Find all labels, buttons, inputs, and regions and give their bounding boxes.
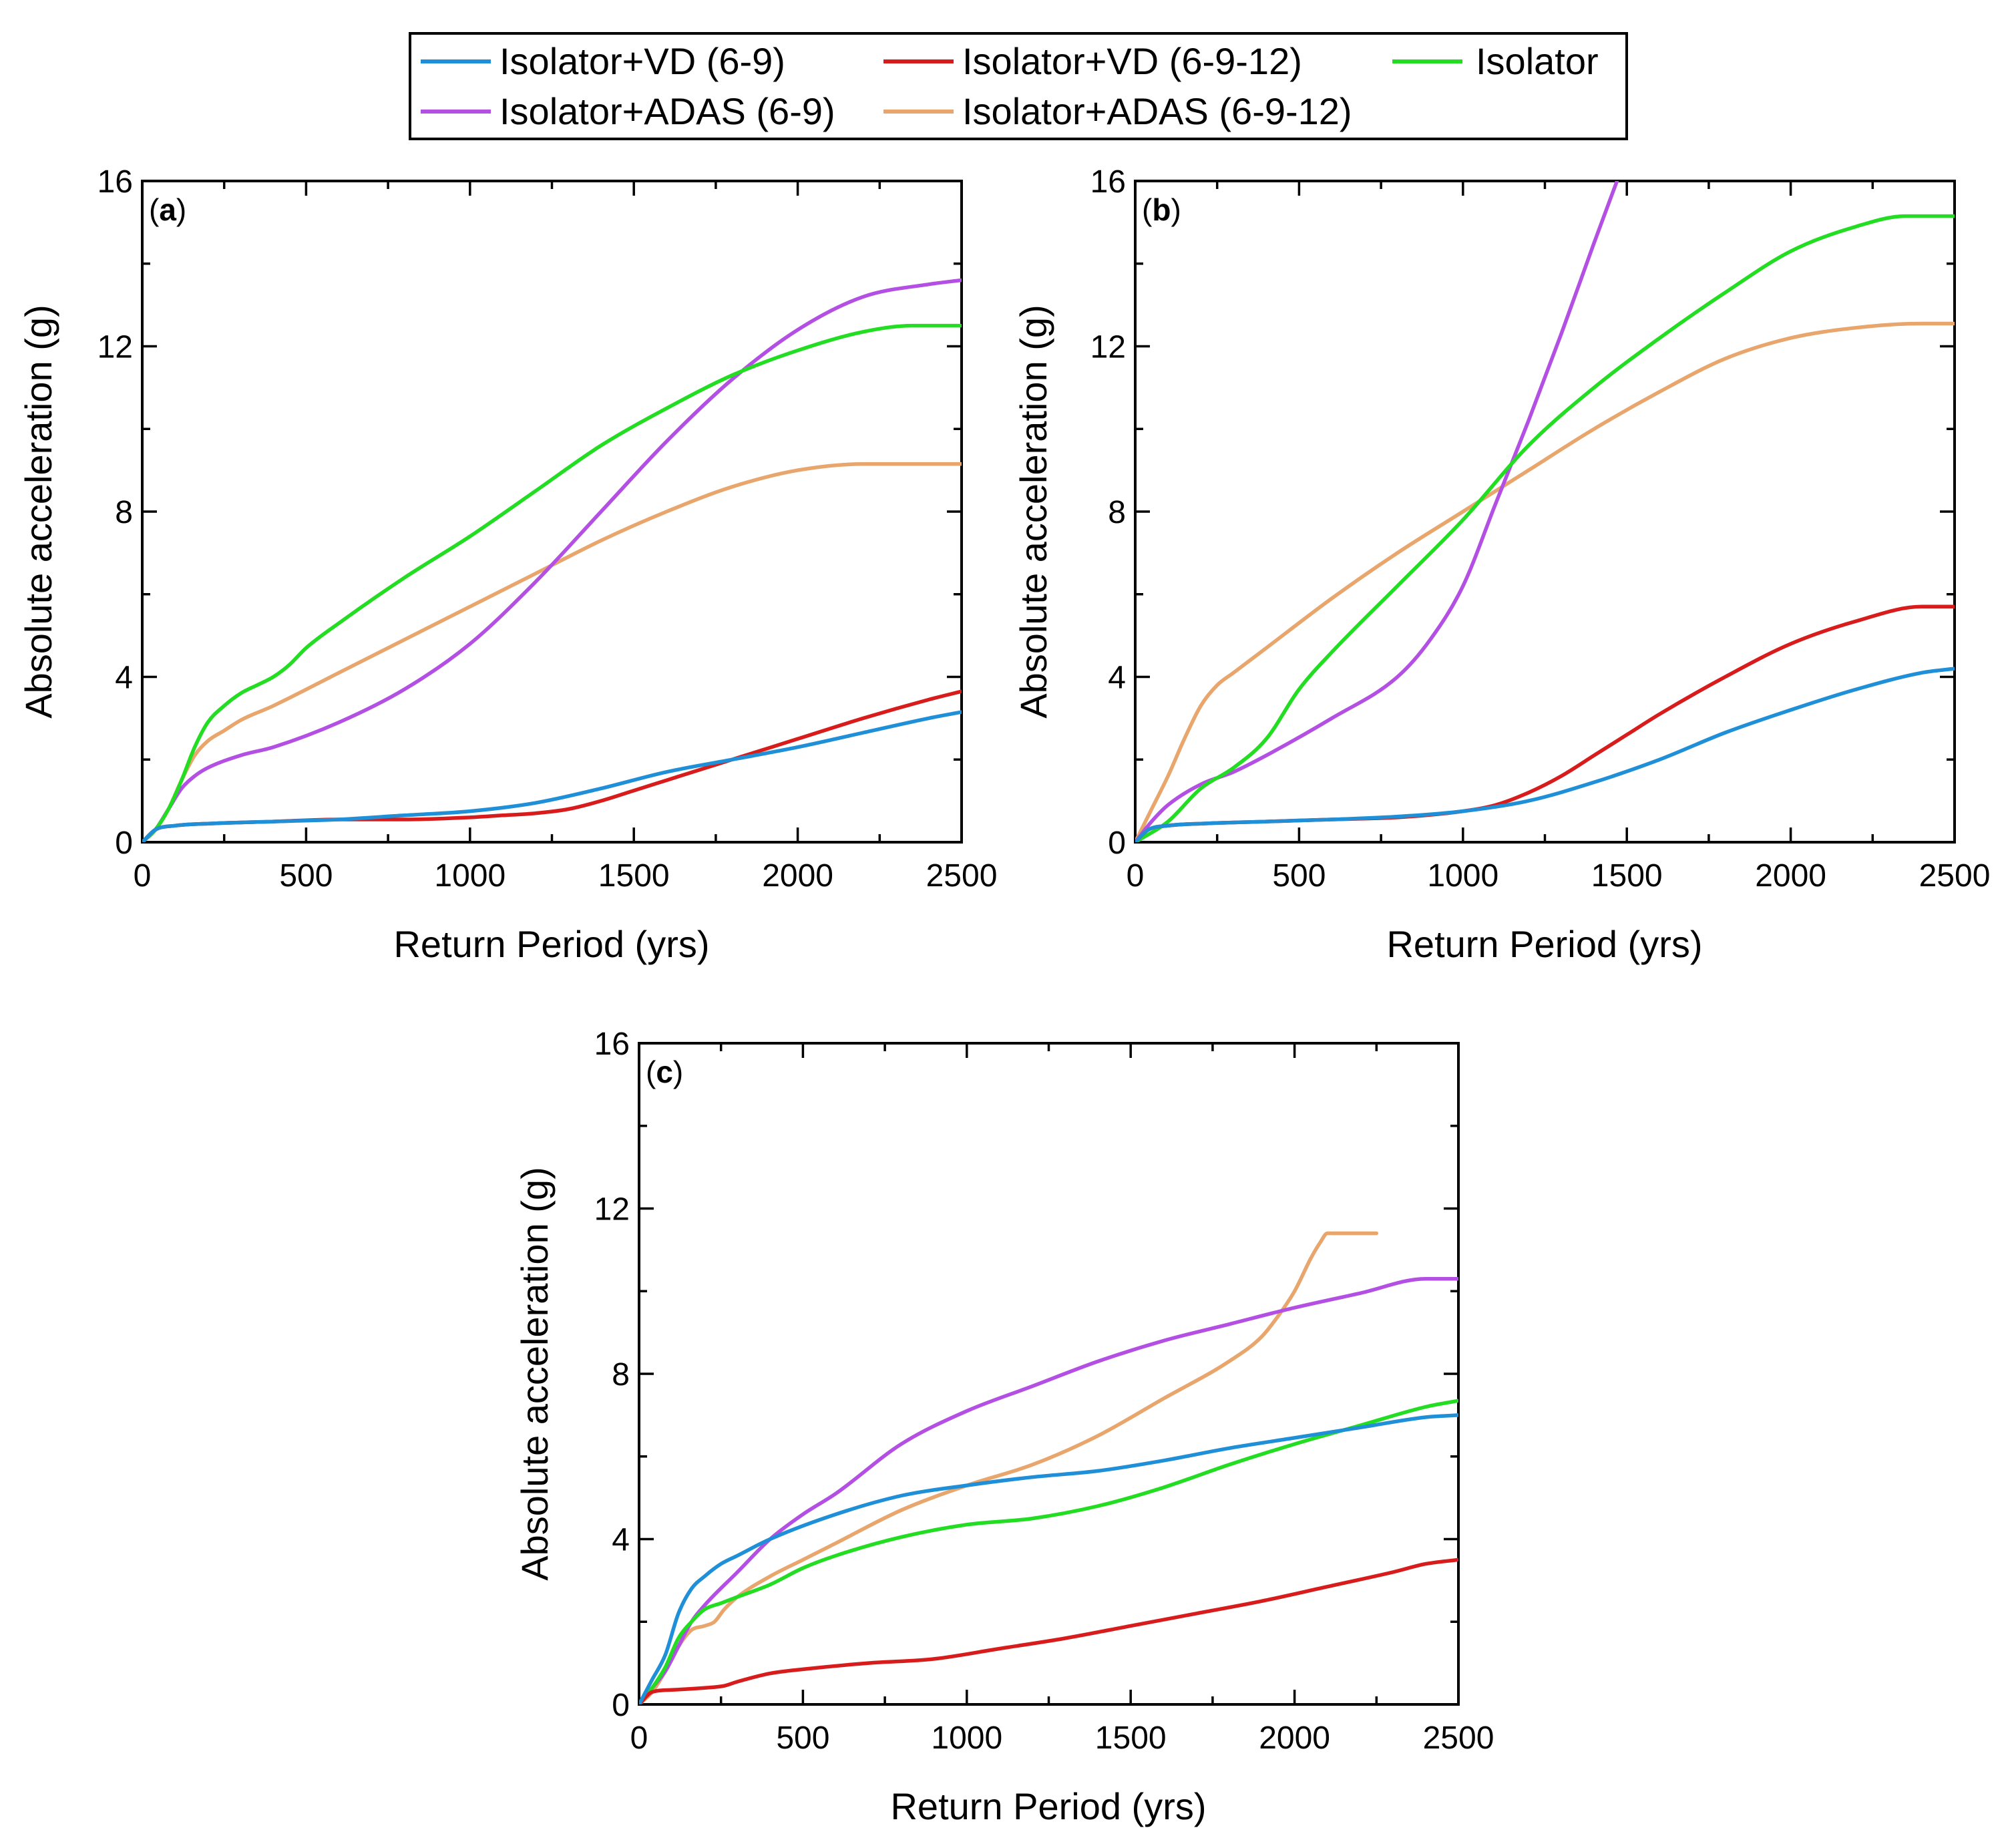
y-tick-label-a: 8 (115, 495, 133, 530)
plot-frame-c (638, 1042, 1460, 1706)
legend: Isolator+VD (6-9) Isolator+VD (6-9-12) I… (409, 32, 1628, 140)
y-tick-label-b: 4 (1108, 661, 1126, 696)
series-line-vd6912-c (639, 1557, 1458, 1704)
x-tick-label-b: 2500 (1919, 858, 1991, 894)
legend-entry-vd6912: Isolator+VD (6-9-12) (883, 40, 1302, 82)
series-line-iso-b (1135, 214, 1955, 842)
series-line-vd69-c (639, 1413, 1458, 1704)
y-tick-label-c: 12 (594, 1192, 630, 1228)
y-tick-label-c: 8 (612, 1357, 630, 1393)
x-axis-title-a: Return Period (yrs) (393, 923, 709, 965)
y-tick-label-b: 8 (1108, 495, 1126, 530)
x-tick-label-c: 500 (776, 1720, 829, 1756)
plot-frame-a (141, 180, 963, 844)
series-line-adas69-b (1135, 181, 1619, 842)
ticks-a: 0 500 1000 1500 2000 2500 0 4 8 12 16 (97, 164, 998, 894)
series-line-adas69-a (142, 278, 962, 842)
x-tick-label-c: 2500 (1423, 1720, 1494, 1756)
series-line-adas6912-b (1135, 321, 1955, 842)
legend-label-adas69: Isolator+ADAS (6-9) (499, 90, 835, 132)
x-tick-label-c: 2000 (1259, 1720, 1330, 1756)
legend-entry-adas69: Isolator+ADAS (6-9) (421, 90, 835, 132)
series-b (1135, 181, 1955, 842)
x-tick-label-c: 1000 (931, 1720, 1002, 1756)
x-tick-label-c: 0 (630, 1720, 648, 1756)
x-tick-label-a: 0 (134, 858, 152, 894)
panel-letter-b: b (1152, 192, 1171, 227)
x-tick-label-b: 1500 (1591, 858, 1663, 894)
y-tick-label-c: 16 (594, 1027, 630, 1062)
panel-c: 0 500 1000 1500 2000 2500 0 4 8 12 16 (c) Return P… (514, 1027, 1494, 1827)
x-tick-label-b: 0 (1127, 858, 1145, 894)
y-axis-title-c: Absolute acceleration (g) (514, 1167, 556, 1580)
series-line-vd69-a (142, 710, 962, 842)
series-line-iso-c (639, 1399, 1458, 1704)
y-tick-label-b: 16 (1090, 164, 1126, 200)
y-tick-label-a: 12 (97, 330, 133, 365)
panel-label-a: (a) (149, 192, 186, 227)
panel-b: 0 500 1000 1500 2000 2500 0 4 8 12 16 (b) Return P… (1012, 164, 1990, 965)
x-tick-label-c: 1500 (1095, 1720, 1167, 1756)
series-line-vd6912-a (142, 689, 962, 842)
x-tick-label-a: 2500 (926, 858, 998, 894)
x-tick-label-a: 1500 (598, 858, 670, 894)
y-tick-label-a: 0 (115, 825, 133, 861)
x-axis-title-c: Return Period (yrs) (890, 1785, 1206, 1827)
y-tick-label-b: 12 (1090, 330, 1126, 365)
panel-label-b: (b) (1142, 192, 1181, 227)
ticks-c: 0 500 1000 1500 2000 2500 0 4 8 12 16 (594, 1027, 1494, 1756)
legend-label-iso: Isolator (1476, 40, 1599, 82)
series-c (639, 1231, 1458, 1704)
legend-label-vd69: Isolator+VD (6-9) (499, 40, 785, 82)
x-tick-label-a: 2000 (762, 858, 833, 894)
series-line-adas6912-a (142, 462, 962, 842)
panel-a: 0 500 1000 1500 2000 2500 0 4 8 12 16 (a) Return P… (17, 164, 997, 965)
series-line-adas6912-c (639, 1231, 1379, 1704)
y-tick-label-c: 0 (612, 1688, 630, 1723)
panel-letter-c: c (656, 1055, 673, 1089)
plot-frame-b (1134, 180, 1956, 844)
x-tick-label-a: 500 (279, 858, 333, 894)
y-tick-label-c: 4 (612, 1523, 630, 1558)
legend-entry-vd69: Isolator+VD (6-9) (421, 40, 785, 82)
ticks-b: 0 500 1000 1500 2000 2500 0 4 8 12 16 (1090, 164, 1991, 894)
y-axis-title-b: Absolute acceleration (g) (1012, 305, 1054, 718)
legend-label-vd6912: Isolator+VD (6-9-12) (962, 40, 1302, 82)
panel-letter-a: a (159, 192, 176, 227)
series-line-vd6912-b (1135, 604, 1955, 842)
x-tick-label-b: 500 (1272, 858, 1326, 894)
y-tick-label-a: 4 (115, 661, 133, 696)
x-axis-title-b: Return Period (yrs) (1386, 923, 1702, 965)
x-tick-label-b: 2000 (1755, 858, 1826, 894)
x-tick-label-b: 1000 (1427, 858, 1498, 894)
legend-entry-iso: Isolator (1392, 40, 1599, 82)
series-line-iso-a (142, 323, 962, 842)
legend-box (409, 32, 1628, 140)
y-tick-label-b: 0 (1108, 825, 1126, 861)
y-axis-title-a: Absolute acceleration (g) (17, 305, 59, 718)
y-tick-label-a: 16 (97, 164, 133, 200)
series-line-vd69-b (1135, 667, 1955, 842)
legend-entry-adas6912: Isolator+ADAS (6-9-12) (883, 90, 1352, 132)
panel-label-c: (c) (646, 1055, 683, 1089)
series-a (142, 278, 962, 842)
legend-label-adas6912: Isolator+ADAS (6-9-12) (962, 90, 1352, 132)
x-tick-label-a: 1000 (434, 858, 506, 894)
